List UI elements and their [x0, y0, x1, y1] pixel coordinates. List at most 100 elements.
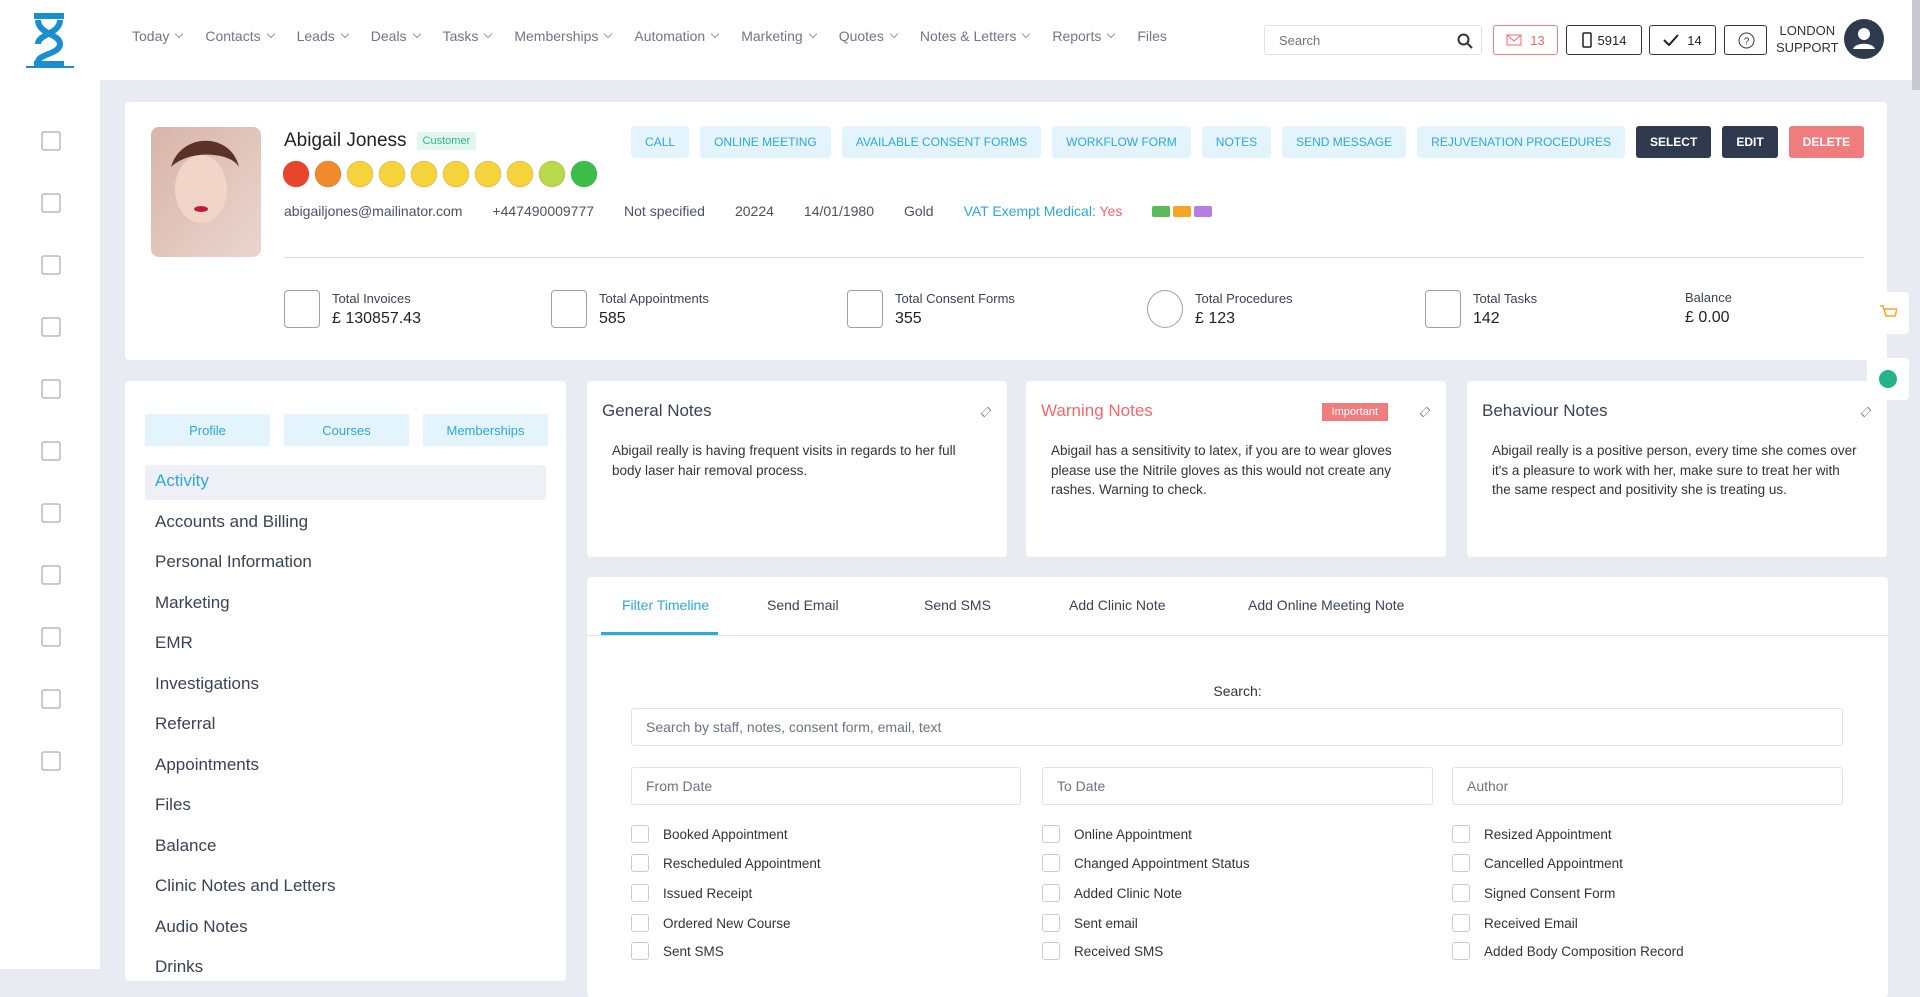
side-icon[interactable]: [41, 565, 61, 585]
name-row: Abigail Joness Customer: [284, 130, 477, 152]
side-icon[interactable]: [41, 751, 61, 771]
nav-item[interactable]: Deals: [371, 28, 421, 44]
nav-item[interactable]: Notes & Letters: [920, 28, 1031, 44]
filter-option[interactable]: Issued Receipt: [631, 884, 752, 902]
filter-option[interactable]: Changed Appointment Status: [1042, 854, 1250, 872]
filter-option[interactable]: Received Email: [1452, 914, 1578, 932]
menu-item[interactable]: Drinks: [155, 957, 204, 976]
menu-item[interactable]: Referral: [155, 714, 216, 733]
search-box[interactable]: Search: [1264, 25, 1482, 55]
action-button[interactable]: DELETE: [1788, 126, 1864, 158]
filter-option[interactable]: Rescheduled Appointment: [631, 854, 821, 872]
side-icon[interactable]: [41, 689, 61, 709]
action-button[interactable]: CALL: [631, 126, 690, 158]
timeline-tab[interactable]: Send SMS: [924, 597, 991, 613]
filter-option[interactable]: Online Appointment: [1042, 825, 1192, 843]
menu-item[interactable]: EMR: [155, 633, 193, 652]
action-button[interactable]: ONLINE MEETING: [700, 126, 831, 158]
action-button[interactable]: WORKFLOW FORM: [1052, 126, 1191, 158]
timeline-tab[interactable]: Add Clinic Note: [1069, 597, 1166, 613]
checkbox: [1452, 825, 1470, 843]
filter-option[interactable]: Added Body Composition Record: [1452, 942, 1684, 960]
side-icon[interactable]: [41, 317, 61, 337]
phone-button[interactable]: 5914: [1566, 25, 1642, 55]
side-icon[interactable]: [41, 503, 61, 523]
user-avatar[interactable]: [1844, 19, 1884, 59]
menu-item[interactable]: Marketing: [155, 592, 230, 612]
filter-option[interactable]: Ordered New Course: [631, 914, 791, 932]
filter-option[interactable]: Booked Appointment: [631, 825, 788, 843]
filter-option[interactable]: Resized Appointment: [1452, 825, 1612, 843]
checkbox: [631, 825, 649, 843]
to-date[interactable]: To Date: [1042, 767, 1433, 805]
nav-item[interactable]: Tasks: [443, 28, 493, 44]
profile-card: Abigail Joness Customer CALL ONLINE MEETIN…: [125, 102, 1887, 360]
menu-item[interactable]: Investigations: [155, 673, 259, 693]
tab-underline: [601, 632, 718, 635]
filter-option[interactable]: Signed Consent Form: [1452, 884, 1615, 902]
satisfaction-faces[interactable]: [283, 159, 603, 189]
action-button[interactable]: SELECT: [1635, 126, 1712, 158]
search-label: Search:: [1213, 683, 1262, 699]
nav-item[interactable]: Reports: [1052, 28, 1116, 44]
nav-item[interactable]: Contacts: [205, 28, 275, 44]
nav-item[interactable]: Today: [132, 28, 184, 44]
menu-item[interactable]: Accounts and Billing: [155, 511, 309, 531]
action-button[interactable]: NOTES: [1201, 126, 1272, 158]
action-button[interactable]: AVAILABLE CONSENT FORMS: [841, 126, 1042, 158]
nav-item[interactable]: Marketing: [741, 28, 817, 44]
mail-button[interactable]: 13: [1493, 25, 1558, 55]
menu-item[interactable]: Audio Notes: [155, 916, 248, 936]
timeline-tab[interactable]: Filter Timeline: [622, 597, 710, 613]
note-title: Behaviour Notes: [1482, 401, 1608, 420]
action-button[interactable]: REJUVENATION PROCEDURES: [1417, 126, 1625, 158]
menu-item[interactable]: Balance: [155, 835, 217, 855]
edit-icon[interactable]: [1419, 406, 1431, 418]
side-icon[interactable]: [41, 131, 61, 151]
note-badge: Important: [1321, 403, 1388, 421]
logo[interactable]: [24, 12, 76, 68]
sub-tab[interactable]: Courses: [284, 414, 409, 446]
help-button[interactable]: ?: [1724, 25, 1767, 55]
menu-item[interactable]: Files: [155, 795, 191, 814]
filter-label: Ordered New Course: [663, 915, 791, 931]
side-icon[interactable]: [41, 627, 61, 647]
nav-item[interactable]: Quotes: [839, 28, 899, 44]
tasks-button[interactable]: 14: [1649, 25, 1716, 55]
timeline-tab[interactable]: Send Email: [767, 597, 839, 613]
nav-item[interactable]: Automation: [634, 28, 720, 44]
sub-tab[interactable]: Profile: [145, 414, 270, 446]
nav-item[interactable]: Leads: [297, 28, 350, 44]
timeline-tab[interactable]: Add Online Meeting Note: [1248, 597, 1405, 613]
edit-icon[interactable]: [980, 406, 992, 418]
menu-item[interactable]: Activity: [155, 471, 209, 490]
filter-option[interactable]: Cancelled Appointment: [1452, 854, 1623, 872]
from-date[interactable]: From Date: [631, 767, 1021, 805]
nav-item[interactable]: Files: [1137, 28, 1167, 44]
gender: Not specified: [624, 203, 705, 219]
stat-text: Balance £ 0.00: [1685, 290, 1732, 327]
filter-option[interactable]: Sent SMS: [631, 942, 724, 960]
side-bar: [0, 80, 100, 969]
nav-item[interactable]: Memberships: [514, 28, 613, 44]
filter-option[interactable]: Sent email: [1042, 914, 1138, 932]
action-button[interactable]: EDIT: [1722, 126, 1778, 158]
timeline-search[interactable]: Search by staff, notes, consent form, em…: [631, 708, 1843, 746]
side-icon[interactable]: [41, 379, 61, 399]
contact-name: Abigail Joness: [284, 130, 407, 151]
side-icon[interactable]: [41, 255, 61, 275]
menu-item[interactable]: Clinic Notes and Letters: [155, 876, 336, 895]
whatsapp-float[interactable]: [1867, 358, 1909, 400]
edit-icon[interactable]: [1860, 406, 1872, 418]
menu-item[interactable]: Personal Information: [155, 552, 312, 571]
side-icon[interactable]: [41, 441, 61, 461]
menu-item[interactable]: Appointments: [155, 754, 259, 774]
author[interactable]: Author: [1452, 767, 1843, 805]
filter-option[interactable]: Added Clinic Note: [1042, 884, 1182, 902]
cart-float[interactable]: [1867, 292, 1909, 334]
side-icon[interactable]: [41, 193, 61, 213]
action-button[interactable]: SEND MESSAGE: [1282, 126, 1407, 158]
search-icon[interactable]: [1457, 33, 1473, 49]
filter-option[interactable]: Received SMS: [1042, 942, 1163, 960]
sub-tab[interactable]: Memberships: [423, 414, 548, 446]
